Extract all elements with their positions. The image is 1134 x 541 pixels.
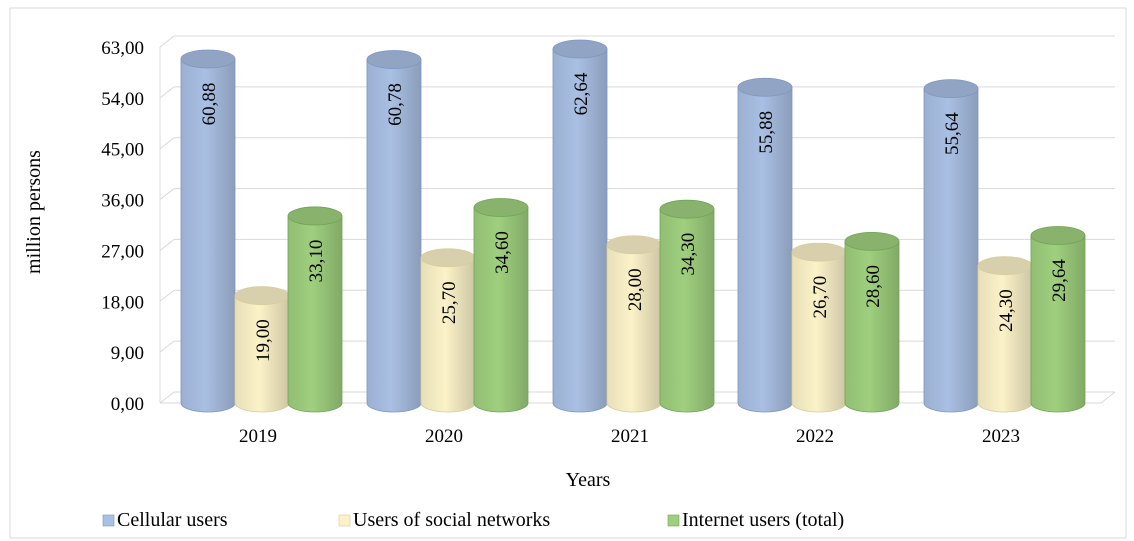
grid-line-diag: [159, 86, 175, 99]
data-label: 62,64: [571, 72, 592, 115]
legend-swatch: [667, 514, 680, 527]
bar-top: [366, 50, 422, 69]
bar: 60,88: [180, 49, 236, 413]
data-label: 55,88: [756, 111, 777, 154]
bar: 55,88: [737, 77, 793, 413]
legend-swatch: [102, 514, 115, 527]
x-tick-label: 2022: [796, 426, 834, 447]
bar-top: [473, 198, 529, 217]
bar-top: [844, 231, 900, 251]
bar-body: [923, 88, 979, 413]
y-tick-label: 0,00: [111, 394, 144, 415]
grid-line-diag: [159, 340, 175, 353]
legend-item: Users of social networks: [338, 509, 550, 531]
grid-line-diag: [159, 391, 175, 404]
y-axis-ticks: 0,00 9,00 18,00 27,00 36,00 45,00 54,00 63,00: [101, 38, 144, 415]
x-axis-title: Years: [566, 469, 611, 491]
bar: 33,10: [287, 206, 343, 413]
x-tick-label: 2021: [611, 426, 649, 447]
legend-item: Internet users (total): [667, 509, 844, 531]
bar: 55,64: [923, 79, 979, 413]
bar-top: [791, 242, 847, 262]
bar-top: [287, 206, 343, 226]
bar-top: [234, 286, 290, 306]
legend-item: Cellular users: [102, 509, 228, 531]
x-axis-ticks: 2019 2020 2021 2022 2023: [239, 426, 1020, 447]
grid-line-diag: [159, 137, 175, 150]
bar-top: [606, 235, 662, 255]
data-label: 29,64: [1049, 259, 1070, 302]
floor-line: [1100, 391, 1116, 404]
grid-line-diag: [159, 35, 175, 48]
bar-top: [180, 49, 236, 69]
bars: 60,88 19,00 33,10 60,78 25,70 34,60 62,64 28,00…: [180, 39, 1086, 413]
data-label: 34,60: [492, 231, 513, 274]
data-label: 33,10: [306, 240, 327, 283]
bar-body: [1030, 235, 1086, 413]
bar: 29,64: [1030, 226, 1086, 413]
y-tick-label: 63,00: [101, 38, 144, 59]
bar-top: [552, 39, 608, 59]
bar: 34,60: [473, 198, 529, 413]
legend: Cellular users Users of social networks In…: [102, 509, 844, 531]
y-tick-label: 18,00: [101, 292, 144, 313]
bar: 19,00: [234, 286, 290, 413]
bar: 34,30: [659, 199, 715, 413]
x-tick-label: 2019: [239, 426, 277, 447]
legend-label: Cellular users: [117, 509, 228, 531]
data-label: 25,70: [439, 281, 460, 324]
bar-top: [420, 248, 476, 268]
bar: 25,70: [420, 248, 476, 413]
bar-body: [844, 240, 900, 413]
y-tick-label: 27,00: [101, 241, 144, 262]
bar: 62,64: [552, 39, 608, 413]
bar-body: [737, 86, 793, 413]
bar-body: [420, 257, 476, 413]
bar: 24,30: [977, 256, 1033, 413]
bar: 60,78: [366, 50, 422, 413]
legend-label: Internet users (total): [682, 509, 844, 531]
legend-swatch: [338, 514, 351, 527]
bar-body: [659, 208, 715, 413]
x-tick-label: 2023: [982, 426, 1020, 447]
y-tick-label: 54,00: [101, 89, 144, 110]
bar-top: [1030, 226, 1086, 245]
bar-body: [366, 59, 422, 413]
bar: 26,70: [791, 242, 847, 413]
data-label: 28,00: [625, 268, 646, 311]
grid-line-diag: [159, 289, 175, 302]
bar: 28,60: [844, 231, 900, 413]
grid-line-diag: [159, 239, 175, 251]
data-label: 60,88: [199, 83, 220, 126]
bar-top: [737, 77, 793, 97]
data-label: 26,70: [810, 276, 831, 319]
bar-body: [287, 215, 343, 413]
data-label: 24,30: [996, 289, 1017, 332]
data-label: 60,78: [385, 83, 406, 126]
data-label: 34,30: [678, 233, 699, 276]
y-tick-label: 45,00: [101, 140, 144, 161]
bar-body: [552, 48, 608, 413]
bar-top: [659, 199, 715, 219]
bar: 28,00: [606, 235, 662, 413]
data-label: 19,00: [253, 319, 274, 362]
bar-body: [180, 58, 236, 413]
data-label: 28,60: [863, 265, 884, 308]
bar-body: [473, 207, 529, 413]
bar-body: [977, 265, 1033, 413]
data-label: 55,64: [942, 112, 963, 155]
legend-label: Users of social networks: [353, 509, 550, 531]
y-tick-label: 9,00: [111, 343, 144, 364]
y-axis-title: million persons: [23, 150, 45, 274]
grid-line-diag: [159, 188, 175, 200]
y-tick-label: 36,00: [101, 191, 144, 212]
x-tick-label: 2020: [425, 426, 463, 447]
bar-top: [923, 79, 979, 98]
bar-top: [977, 256, 1033, 276]
